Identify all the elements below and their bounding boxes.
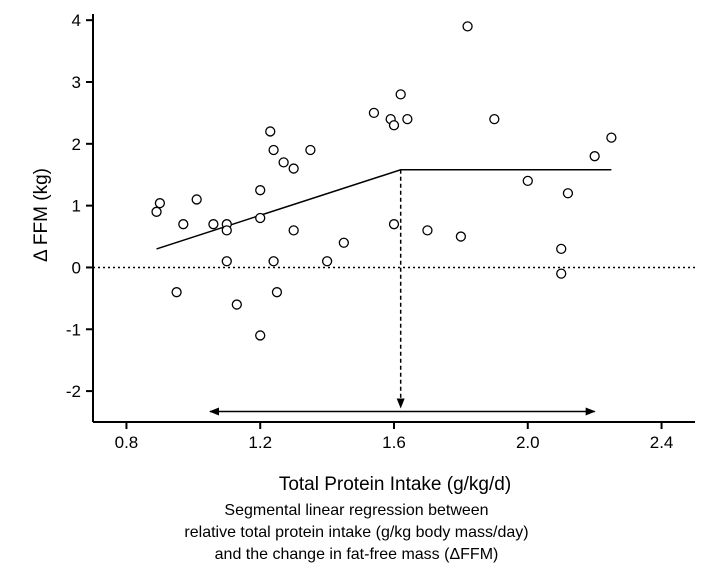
data-point	[208, 219, 219, 230]
x-tick-label: 0.8	[115, 433, 139, 452]
reference-lines	[93, 169, 695, 416]
data-point	[288, 225, 299, 236]
data-point	[268, 144, 279, 156]
figure-caption: Segmental linear regression between rela…	[0, 500, 713, 566]
y-tick-label: 4	[72, 11, 81, 30]
y-tick-label: 1	[72, 197, 81, 216]
data-point	[265, 126, 276, 137]
data-point	[231, 299, 242, 310]
y-axis-title: Δ FFM (kg)	[31, 168, 52, 262]
data-point	[562, 188, 574, 199]
data-point	[455, 231, 467, 242]
data-point	[321, 256, 333, 267]
data-points	[151, 21, 617, 341]
data-point	[255, 212, 266, 224]
data-point	[255, 330, 266, 341]
y-tick-label: 0	[72, 258, 81, 277]
x-tick-label: 1.2	[248, 433, 272, 452]
data-point	[422, 225, 433, 236]
data-point	[338, 237, 349, 248]
chart: 4 3 2 1 0 -1 -2 0.8 1.2 1.6 2.0 2.4 Δ FFM (kg) Tota…	[31, 11, 695, 495]
data-point	[288, 163, 299, 174]
data-point	[522, 175, 533, 187]
regression-line	[156, 169, 612, 250]
x-axis-title: Total Protein Intake (g/kg/d)	[279, 474, 511, 495]
data-point	[191, 194, 202, 205]
data-point	[221, 256, 232, 267]
data-point	[462, 21, 473, 32]
data-point	[368, 107, 380, 119]
data-point	[268, 256, 279, 267]
data-point	[271, 287, 283, 298]
data-point	[489, 113, 500, 125]
data-point	[255, 185, 266, 196]
y-tick-label: 2	[72, 135, 81, 154]
data-point	[556, 268, 567, 279]
x-tick-label: 1.6	[382, 433, 406, 452]
y-tick-label: -2	[66, 382, 81, 401]
data-point	[395, 89, 406, 100]
data-point	[171, 287, 182, 298]
y-tick-label: -1	[66, 320, 81, 339]
regression-polyline	[156, 169, 612, 250]
data-point	[151, 206, 162, 217]
caption-line-3: and the change in fat-free mass (ΔFFM)	[214, 546, 499, 563]
x-tick-label: 2.4	[650, 433, 674, 452]
caption-line-2: relative total protein intake (g/kg body…	[184, 524, 529, 541]
data-point	[388, 120, 400, 131]
data-point	[221, 225, 232, 236]
data-point	[606, 132, 617, 143]
caption-line-1: Segmental linear regression between	[224, 502, 489, 519]
data-point	[556, 243, 567, 255]
data-point	[589, 151, 600, 162]
data-point	[278, 157, 289, 168]
data-point	[388, 219, 400, 230]
data-point	[178, 219, 189, 230]
data-point	[402, 113, 413, 125]
data-point	[154, 198, 166, 209]
x-tick-label: 2.0	[516, 433, 540, 452]
axes: 4 3 2 1 0 -1 -2 0.8 1.2 1.6 2.0 2.4	[66, 11, 695, 452]
y-tick-label: 3	[72, 73, 81, 92]
data-point	[305, 144, 316, 156]
